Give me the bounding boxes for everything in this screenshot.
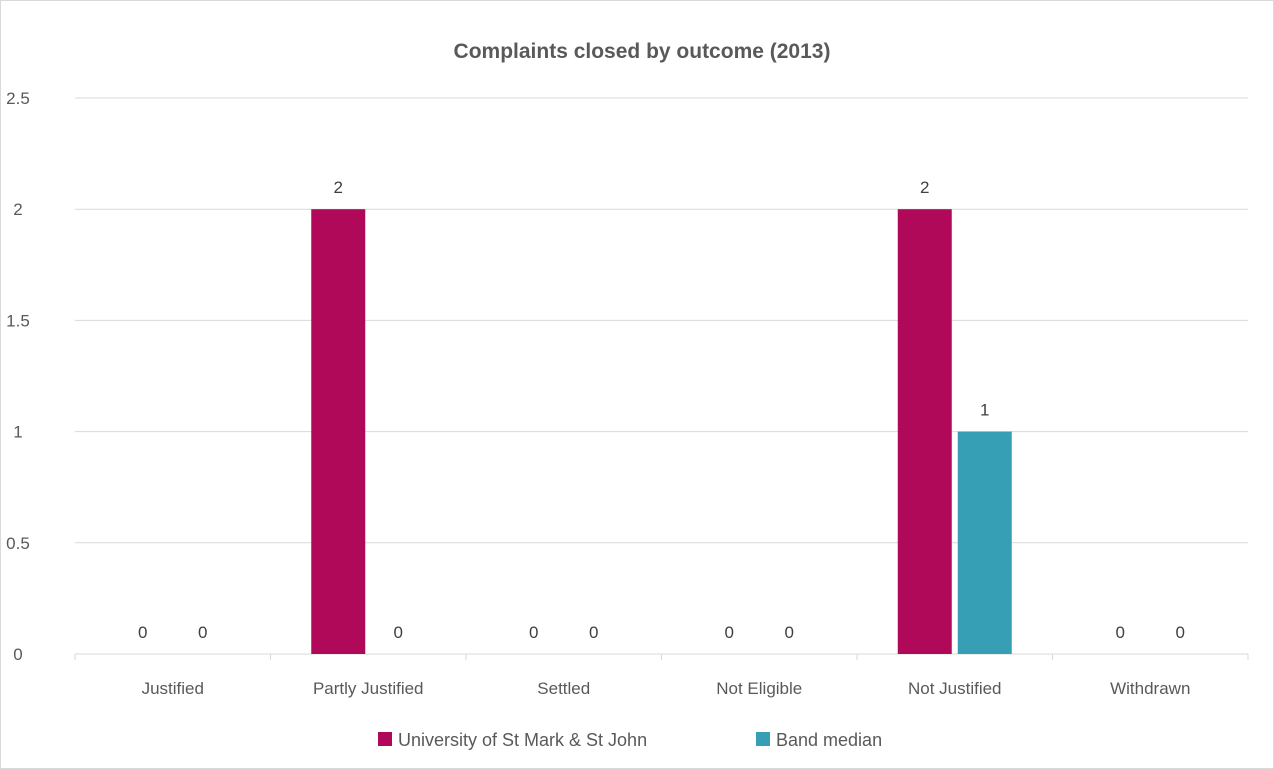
y-tick-label: 0.5 xyxy=(6,534,30,553)
data-label: 0 xyxy=(725,623,734,642)
gridlines xyxy=(75,97,1248,544)
legend-label: Band median xyxy=(776,730,882,750)
data-label: 0 xyxy=(785,623,794,642)
data-labels: 0 0 2 0 0 0 0 0 2 1 0 0 xyxy=(138,178,1185,642)
x-tick-label: Settled xyxy=(537,679,590,698)
data-label: 0 xyxy=(1116,623,1125,642)
y-axis: 0 0.5 1 1.5 2 2.5 xyxy=(6,89,30,664)
x-tick-label: Withdrawn xyxy=(1110,679,1190,698)
legend-item: Band median xyxy=(756,730,882,750)
x-tick-label: Not Eligible xyxy=(716,679,802,698)
legend-swatch xyxy=(378,732,392,746)
bar xyxy=(311,209,366,654)
x-tick-label: Not Justified xyxy=(908,679,1002,698)
legend-item: University of St Mark & St John xyxy=(378,730,647,750)
data-label: 2 xyxy=(334,178,343,197)
y-tick-label: 0 xyxy=(13,645,22,664)
x-axis: Justified Partly Justified Settled Not Elig… xyxy=(74,653,1249,698)
data-label: 1 xyxy=(980,401,989,420)
y-tick-label: 2.5 xyxy=(6,89,30,108)
x-tick-label: Partly Justified xyxy=(313,679,424,698)
data-label: 0 xyxy=(394,623,403,642)
data-label: 0 xyxy=(589,623,598,642)
legend: University of St Mark & St John Band medi… xyxy=(378,730,882,750)
y-tick-label: 1 xyxy=(13,423,22,442)
data-label: 0 xyxy=(529,623,538,642)
legend-label: University of St Mark & St John xyxy=(398,730,647,750)
x-tick-label: Justified xyxy=(142,679,204,698)
y-tick-label: 1.5 xyxy=(6,311,30,330)
data-label: 0 xyxy=(1176,623,1185,642)
data-label: 0 xyxy=(138,623,147,642)
bars xyxy=(311,209,1012,654)
data-label: 2 xyxy=(920,178,929,197)
bar xyxy=(957,431,1012,654)
bar xyxy=(897,209,952,654)
data-label: 0 xyxy=(198,623,207,642)
legend-swatch xyxy=(756,732,770,746)
y-tick-label: 2 xyxy=(13,200,22,219)
chart-title: Complaints closed by outcome (2013) xyxy=(454,40,831,63)
